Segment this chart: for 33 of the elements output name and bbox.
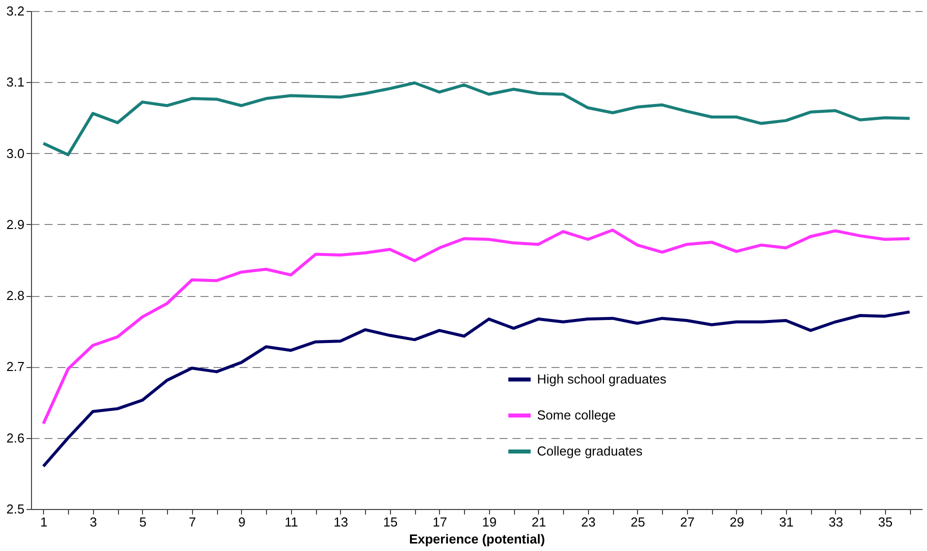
x-tick-label: 31	[779, 514, 794, 530]
x-tick-label: 25	[630, 514, 646, 530]
x-tick-label: 7	[188, 514, 196, 530]
y-tick-label: 2.6	[6, 430, 24, 446]
x-tick-label: 33	[828, 514, 844, 530]
line-series	[42, 81, 912, 156]
y-tick-label: 2.8	[6, 288, 24, 304]
line-series	[42, 310, 912, 468]
y-tick-label: 2.5	[6, 502, 24, 516]
x-tick-label: 21	[532, 514, 546, 530]
x-tick-label: 9	[238, 514, 246, 530]
line-series	[42, 228, 912, 426]
y-tick-label: 3.0	[6, 146, 24, 161]
x-tick-label: 17	[432, 514, 448, 530]
x-tick-label: 35	[878, 514, 893, 530]
legend-label: High school graduates	[537, 372, 667, 386]
x-tick-label: 11	[284, 514, 298, 530]
x-tick-label: 5	[139, 514, 146, 530]
x-axis-title: Experience (potential)	[409, 532, 545, 546]
x-tick-label: 3	[90, 514, 97, 530]
x-tick-label: 19	[482, 514, 497, 530]
y-tick-label: 2.7	[6, 359, 24, 374]
x-tick-label: 1	[40, 514, 48, 530]
x-tick-label: 29	[730, 514, 744, 530]
legend-label: College graduates	[537, 444, 644, 458]
x-tick-label: 27	[680, 514, 695, 530]
y-tick-label: 3.1	[6, 74, 24, 90]
legend-label: Some college	[537, 408, 616, 422]
y-tick-label: 2.9	[6, 216, 24, 232]
x-tick-label: 23	[581, 514, 596, 530]
x-tick-label: 13	[334, 514, 348, 530]
x-tick-label: 15	[383, 514, 398, 530]
y-tick-label: 3.2	[6, 4, 24, 18]
